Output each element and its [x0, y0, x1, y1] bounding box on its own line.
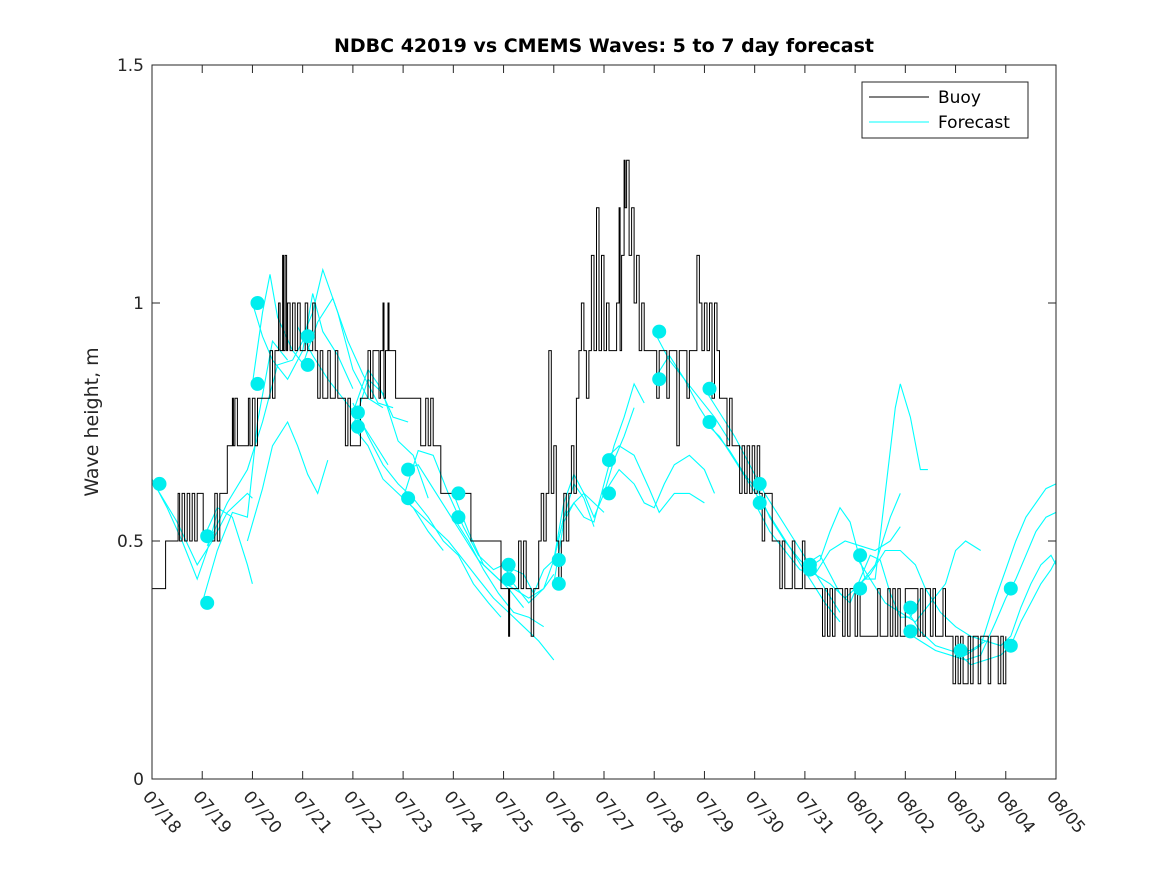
forecast-start-marker [903, 624, 918, 639]
chart-title: NDBC 42019 vs CMEMS Waves: 5 to 7 day fo… [334, 35, 874, 57]
y-tick-label: 0 [133, 770, 144, 790]
forecast-start-marker [350, 405, 365, 420]
forecast-start-marker [501, 572, 516, 587]
forecast-start-marker [300, 357, 315, 372]
legend-box [861, 81, 1029, 139]
forecast-line-18 [402, 497, 555, 661]
forecast-line-38 [905, 511, 1057, 661]
legend-label-buoy: Buoy [938, 88, 981, 108]
forecast-line-25 [603, 445, 705, 514]
y-tick-label: 0.5 [117, 532, 144, 552]
forecast-start-marker [451, 486, 466, 501]
y-axis-label: Wave height, m [81, 347, 103, 496]
forecast-start-marker [551, 576, 566, 591]
forecast-start-marker [853, 548, 868, 563]
forecast-line-16 [402, 449, 504, 571]
forecast-start-marker [451, 510, 466, 525]
forecast-start-marker [1003, 581, 1018, 596]
forecast-line-4 [201, 339, 289, 604]
forecast-start-marker [350, 419, 365, 434]
forecast-line-9 [302, 296, 394, 409]
forecast-start-marker [752, 495, 767, 510]
forecast-line-19 [452, 516, 544, 628]
forecast-line-6 [251, 274, 309, 384]
forecast-line-15 [352, 402, 502, 618]
legend: Buoy Forecast [861, 81, 1029, 139]
forecast-start-marker [652, 324, 667, 339]
forecast-line-5 [206, 340, 304, 547]
forecast-start-marker [702, 381, 717, 396]
forecast-start-marker [152, 476, 167, 491]
forecast-start-marker [501, 557, 516, 572]
forecast-line-26 [603, 454, 716, 509]
forecast-start-marker [250, 296, 265, 310]
forecast-start-marker [652, 372, 667, 387]
forecast-start-marker [250, 376, 265, 391]
forecast-line-1 [151, 478, 218, 581]
forecast-start-marker [953, 643, 968, 658]
y-tick-label: 1 [133, 294, 144, 314]
forecast-line-8 [246, 420, 329, 542]
plot-area [152, 65, 1056, 779]
forecast-start-marker [200, 595, 215, 610]
forecast-line-36 [854, 549, 986, 642]
forecast-start-marker [401, 462, 416, 477]
forecast-line-32 [754, 483, 901, 599]
forecast-start-marker [602, 453, 616, 468]
forecast-start-marker [1003, 638, 1018, 653]
forecast-line-13 [352, 378, 429, 499]
forecast-start-marker [752, 476, 767, 491]
forecast-start-marker [200, 529, 215, 544]
forecast-line-23 [553, 407, 635, 561]
forecast-line-3 [201, 506, 253, 584]
forecast-start-marker [551, 553, 566, 567]
forecast-start-marker [802, 562, 817, 577]
forecast-start-marker [300, 329, 315, 344]
forecast-start-marker [602, 486, 616, 501]
legend-label-forecast: Forecast [938, 113, 1010, 133]
forecast-line-34 [804, 554, 921, 618]
forecast-line-12 [352, 368, 409, 423]
forecast-start-marker [702, 415, 717, 429]
marker-layer [152, 296, 1018, 658]
forecast-line-14 [352, 426, 444, 551]
forecast-line-37 [904, 483, 1057, 656]
forecast-start-marker [853, 581, 868, 596]
forecast-start-marker [401, 491, 416, 506]
y-tick-label: 1.5 [117, 56, 144, 76]
forecast-start-marker [903, 600, 918, 615]
